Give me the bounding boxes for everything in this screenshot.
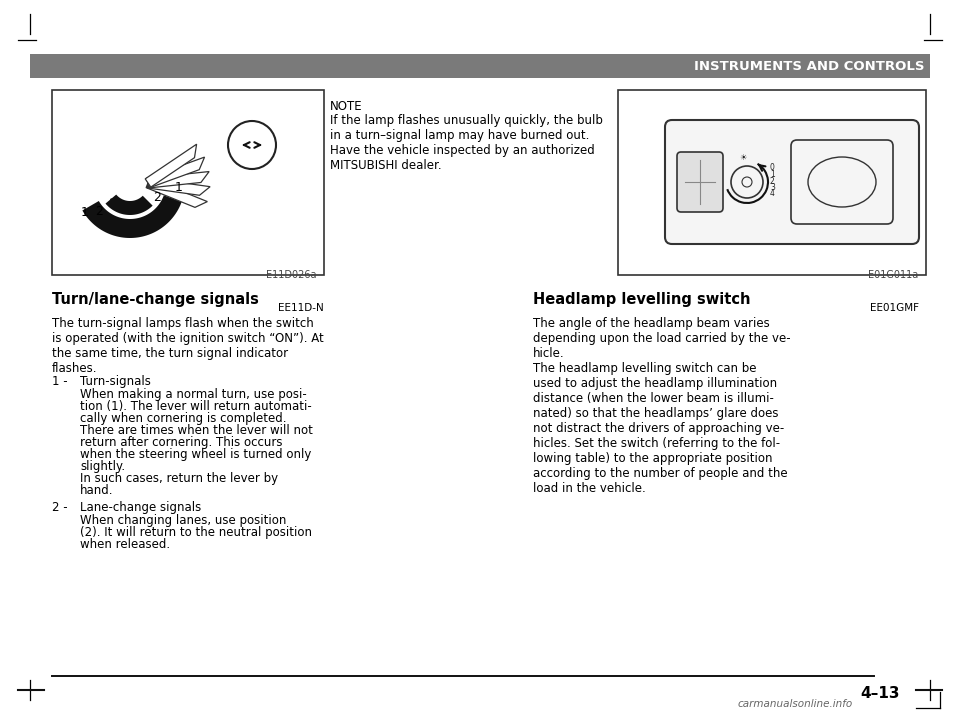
PathPatch shape (83, 195, 181, 238)
Bar (52, 90, 324, 275)
Text: when released.: when released. (80, 538, 170, 551)
Text: 1 -: 1 - (52, 375, 67, 388)
Text: Turn-signals: Turn-signals (80, 375, 151, 388)
Text: EE01GMF: EE01GMF (870, 303, 919, 313)
Text: 1: 1 (175, 181, 182, 194)
PathPatch shape (148, 171, 209, 188)
Text: 2: 2 (95, 205, 103, 218)
Text: return after cornering. This occurs: return after cornering. This occurs (80, 436, 282, 449)
Text: (2). It will return to the neutral position: (2). It will return to the neutral posit… (80, 526, 312, 539)
Text: 2: 2 (770, 176, 775, 186)
Text: 3: 3 (770, 183, 775, 192)
Text: cally when cornering is completed.: cally when cornering is completed. (80, 412, 286, 425)
Text: ☀: ☀ (739, 153, 747, 163)
PathPatch shape (145, 144, 197, 187)
PathPatch shape (146, 179, 207, 208)
Text: Lane-change signals: Lane-change signals (80, 501, 202, 514)
Text: E01G011a: E01G011a (868, 270, 919, 280)
Text: If the lamp flashes unusually quickly, the bulb
in a turn–signal lamp may have b: If the lamp flashes unusually quickly, t… (330, 114, 603, 172)
Text: 1: 1 (770, 170, 775, 179)
Text: when the steering wheel is turned only: when the steering wheel is turned only (80, 448, 311, 461)
Text: 4: 4 (770, 189, 775, 199)
Text: Headlamp levelling switch: Headlamp levelling switch (533, 292, 751, 307)
Text: In such cases, return the lever by: In such cases, return the lever by (80, 472, 278, 485)
Text: E11D026a: E11D026a (266, 270, 317, 280)
Text: INSTRUMENTS AND CONTROLS: INSTRUMENTS AND CONTROLS (693, 59, 924, 72)
Text: 1: 1 (81, 205, 88, 218)
Text: When changing lanes, use position: When changing lanes, use position (80, 514, 286, 527)
FancyBboxPatch shape (665, 120, 919, 244)
Text: There are times when the lever will not: There are times when the lever will not (80, 424, 313, 437)
PathPatch shape (146, 157, 204, 188)
PathPatch shape (147, 178, 210, 195)
FancyBboxPatch shape (677, 152, 723, 212)
PathPatch shape (106, 194, 153, 215)
Text: 2: 2 (154, 192, 161, 205)
FancyBboxPatch shape (791, 140, 893, 224)
Text: EE11D-N: EE11D-N (278, 303, 324, 313)
Bar (30, 54, 930, 78)
Text: slightly.: slightly. (80, 460, 125, 473)
Text: carmanualsonline.info: carmanualsonline.info (737, 699, 852, 709)
Text: 2 -: 2 - (52, 501, 67, 514)
Text: The angle of the headlamp beam varies
depending upon the load carried by the ve-: The angle of the headlamp beam varies de… (533, 317, 791, 495)
Text: 0: 0 (770, 163, 775, 173)
Text: 4–13: 4–13 (860, 686, 900, 701)
Text: Turn/lane-change signals: Turn/lane-change signals (52, 292, 259, 307)
Text: When making a normal turn, use posi-: When making a normal turn, use posi- (80, 388, 307, 401)
Text: hand.: hand. (80, 484, 113, 497)
Text: tion (1). The lever will return automati-: tion (1). The lever will return automati… (80, 400, 312, 413)
Bar (618, 90, 926, 275)
Text: NOTE: NOTE (330, 100, 363, 113)
Text: The turn-signal lamps flash when the switch
is operated (with the ignition switc: The turn-signal lamps flash when the swi… (52, 317, 324, 375)
